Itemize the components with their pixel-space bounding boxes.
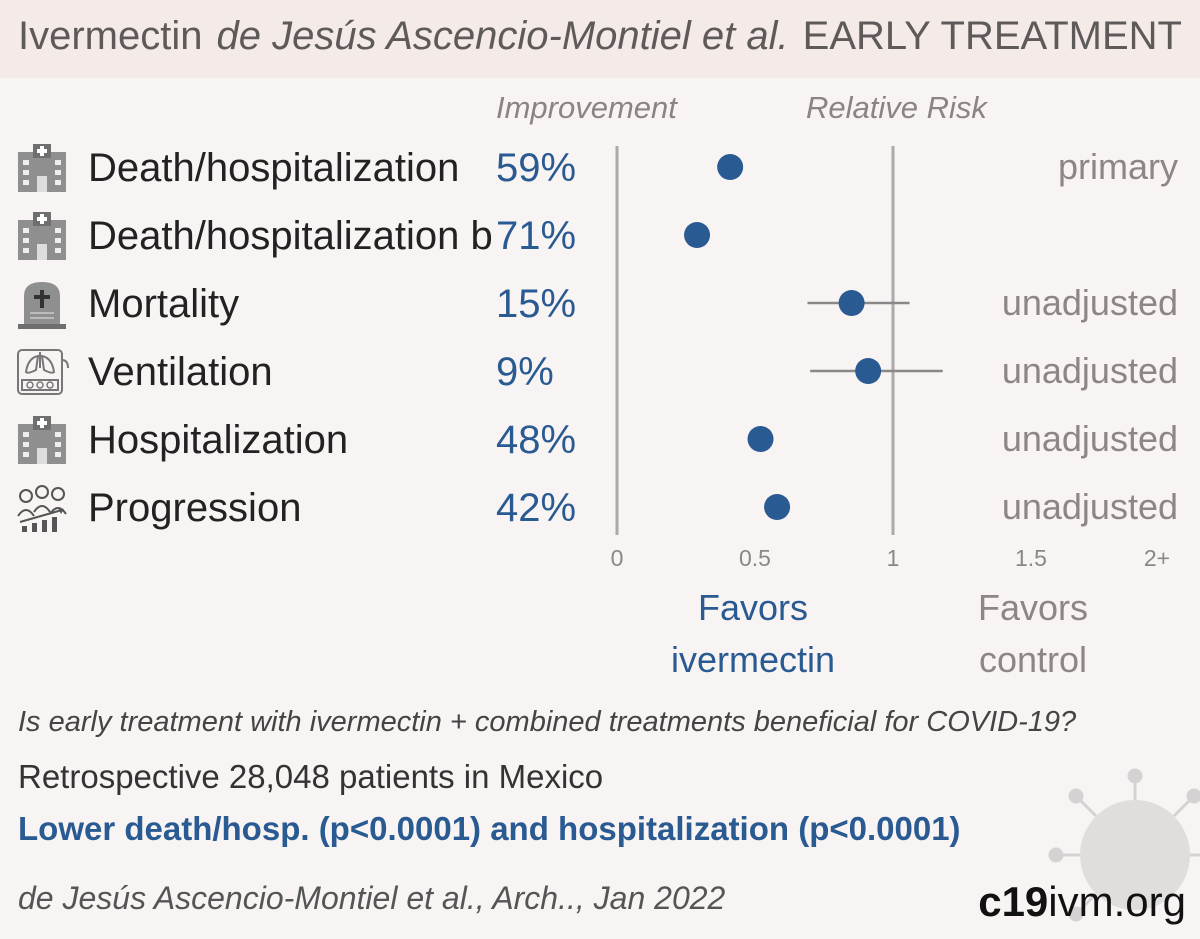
outcome-label: Ventilation xyxy=(88,350,273,394)
outcome-label: Death/hospitalization xyxy=(88,146,460,190)
study-result: Lower death/hosp. (p<0.0001) and hospita… xyxy=(18,810,961,847)
axis-tick-label: 2+ xyxy=(1144,545,1170,571)
adjustment-note: unadjusted xyxy=(1001,486,1178,527)
study-authors: de Jesús Ascencio-Montiel et al. xyxy=(216,14,789,58)
outcome-label: Mortality xyxy=(88,282,240,326)
axis-tick-label: 0.5 xyxy=(739,545,771,571)
study-design: Retrospective 28,048 patients in Mexico xyxy=(18,758,604,795)
outcome-row: Hospitalization 48% unadjusted xyxy=(0,408,1200,472)
relative-risk-point xyxy=(717,154,744,180)
favors-control-label: Favors control xyxy=(977,587,1089,680)
adjustment-note: primary xyxy=(1057,146,1178,187)
outcome-label: Death/hospitalization b xyxy=(88,214,493,258)
virus-watermark-icon xyxy=(1048,768,1200,922)
relative-risk-column-header: Relative Risk xyxy=(806,90,987,125)
study-question: Is early treatment with ivermectin + com… xyxy=(18,706,1077,738)
adjustment-note: unadjusted xyxy=(1001,418,1178,459)
outcome-label: Hospitalization xyxy=(88,418,349,462)
improvement-value: 42% xyxy=(496,486,577,530)
improvement-value: 48% xyxy=(496,418,577,462)
improvement-value: 15% xyxy=(496,282,577,326)
relative-risk-point xyxy=(684,222,711,248)
axis-tick-label: 0 xyxy=(611,545,624,571)
outcome-row: Mortality 15% unadjusted xyxy=(0,272,1200,336)
progression-icon xyxy=(17,485,67,532)
adjustment-note: unadjusted xyxy=(1001,282,1178,323)
relative-risk-point xyxy=(855,358,882,384)
outcome-label: Progression xyxy=(88,486,302,530)
chart-title: Ivermectin de Jesús Ascencio-Montiel et a… xyxy=(18,14,1182,59)
title-bar: Ivermectin de Jesús Ascencio-Montiel et a… xyxy=(0,0,1200,78)
citation: de Jesús Ascencio-Montiel et al., Arch..… xyxy=(18,880,726,916)
favors-ivermectin-label: Favors ivermectin xyxy=(670,587,836,680)
axis-tick-label: 1 xyxy=(887,545,900,571)
hospital-icon xyxy=(18,416,66,464)
improvement-value: 59% xyxy=(496,146,577,190)
outcome-row: Death/hospitalization b 71% xyxy=(0,204,1200,268)
improvement-value: 71% xyxy=(496,214,577,258)
improvement-value: 9% xyxy=(496,350,554,394)
improvement-column-header: Improvement xyxy=(496,90,677,125)
drug-name: Ivermectin xyxy=(18,14,203,58)
outcome-row: Death/hospitalization 59% primary xyxy=(0,136,1200,200)
ventilator-icon xyxy=(17,349,69,395)
site-logo[interactable]: c19ivm.org xyxy=(978,878,1186,925)
treatment-stage: EARLY TREATMENT xyxy=(802,14,1182,58)
outcome-row: Progression 42% unadjusted xyxy=(0,476,1200,540)
hospital-icon xyxy=(18,144,66,192)
adjustment-note: unadjusted xyxy=(1001,350,1178,391)
tombstone-icon xyxy=(18,282,66,329)
hospital-icon xyxy=(18,212,66,260)
relative-risk-point xyxy=(747,426,774,452)
relative-risk-point xyxy=(838,290,865,316)
relative-risk-point xyxy=(764,494,791,520)
axis-tick-label: 1.5 xyxy=(1015,545,1047,571)
outcome-row: Ventilation 9% unadjusted xyxy=(0,340,1200,404)
